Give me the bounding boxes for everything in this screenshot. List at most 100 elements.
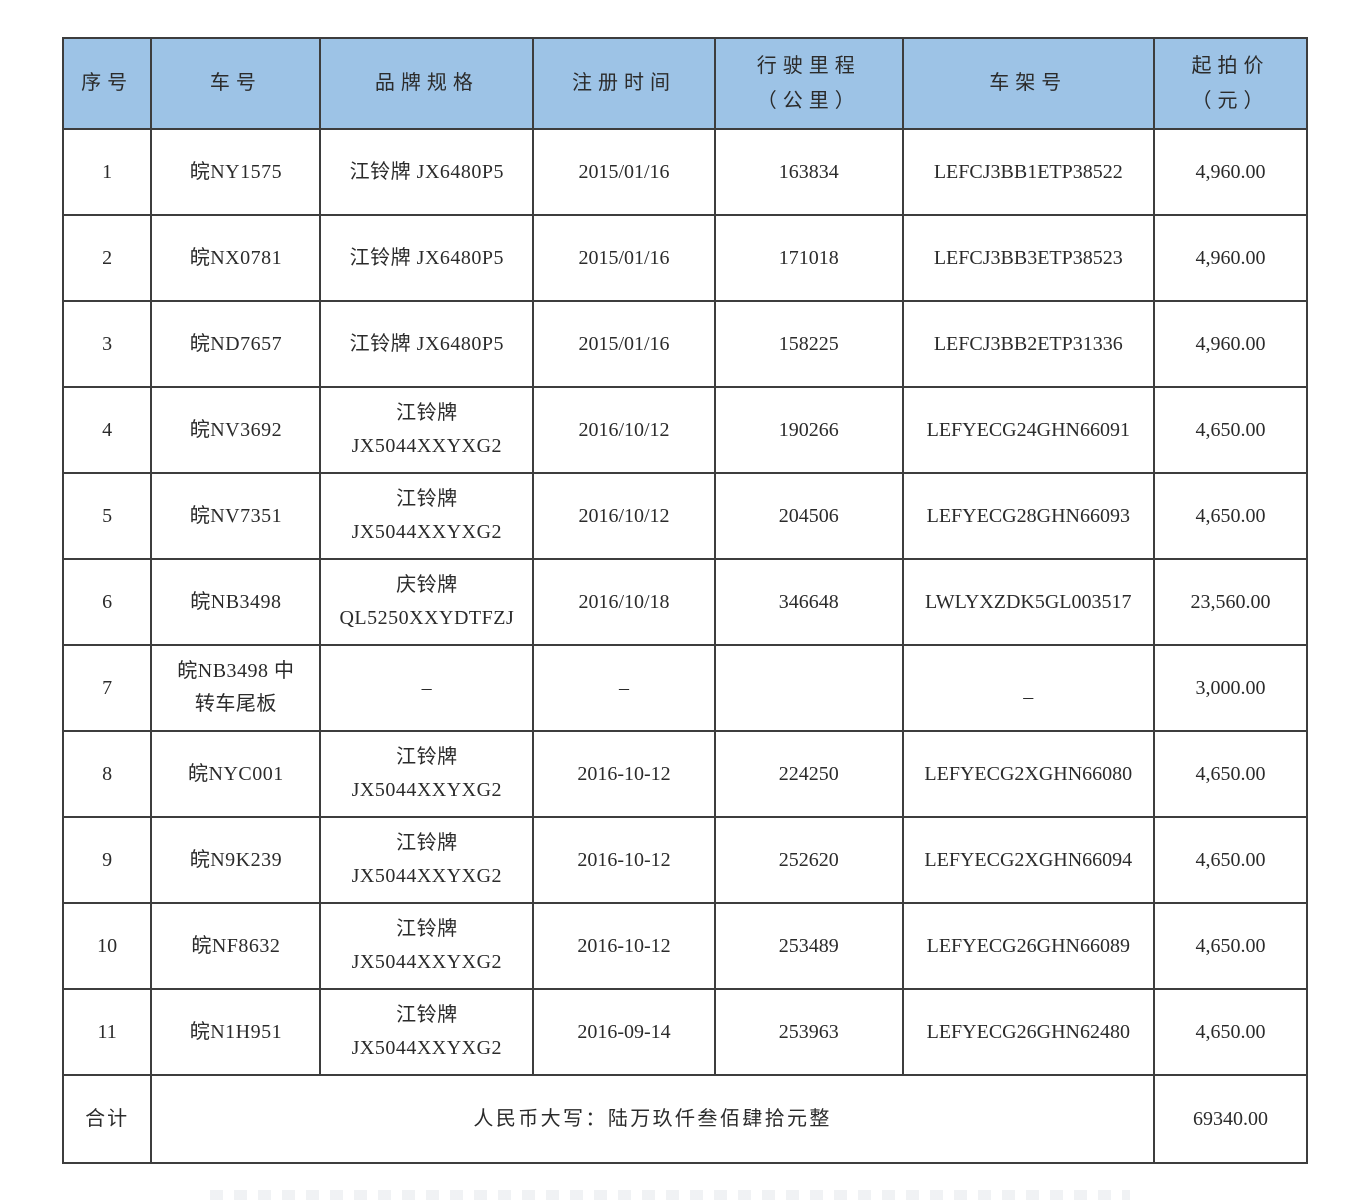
cell-plate: 皖NB3498 中转车尾板	[150, 644, 322, 732]
cell-brand: 江铃牌 JX5044XXYXG2	[319, 472, 535, 560]
cell-no: 4	[61, 386, 153, 474]
table-row: 4 皖NV3692 江铃牌 JX5044XXYXG2 2016/10/12 190266 L…	[61, 386, 1309, 474]
cell-price: 4,650.00	[1152, 386, 1309, 474]
table-header: 序号 车号 品牌规格 注册时间 行驶里程 （公里） 车架号 起拍价 （元）	[61, 37, 1309, 130]
cell-brand: 庆铃牌 QL5250XXYDTFZJ	[319, 558, 535, 646]
cell-mileage: 171018	[713, 214, 904, 302]
cell-reg: 2016/10/12	[532, 386, 716, 474]
cell-mileage: 224250	[713, 730, 904, 818]
cell-plate: 皖NX0781	[150, 214, 322, 302]
cell-mileage: 346648	[713, 558, 904, 646]
cell-plate: 皖N9K239	[150, 816, 322, 904]
cell-vin: LEFCJ3BB2ETP31336	[901, 300, 1155, 388]
cell-no: 3	[61, 300, 153, 388]
cell-reg: –	[532, 644, 716, 732]
total-row: 合计 人民币大写：陆万玖仟叁佰肆拾元整 69340.00	[61, 1074, 1309, 1164]
cell-brand: –	[319, 644, 535, 732]
cell-brand: 江铃牌 JX5044XXYXG2	[319, 988, 535, 1076]
table-row: 7 皖NB3498 中转车尾板 – – –3,000.00	[61, 644, 1309, 732]
cell-mileage: 190266	[713, 386, 904, 474]
cell-plate: 皖NY1575	[150, 128, 322, 216]
cell-vin: LWLYXZDK5GL003517	[901, 558, 1155, 646]
cell-price: 4,650.00	[1152, 472, 1309, 560]
cell-vin: –	[901, 644, 1155, 732]
cell-price: 4,650.00	[1152, 988, 1309, 1076]
cell-plate: 皖ND7657	[150, 300, 322, 388]
table-row: 3 皖ND7657 江铃牌 JX6480P5 2015/01/16 158225 LEFC…	[61, 300, 1309, 388]
cell-reg: 2016-10-12	[532, 902, 716, 990]
vehicle-auction-table: 序号 车号 品牌规格 注册时间 行驶里程 （公里） 车架号 起拍价 （元） 1 皖NY1575 江铃…	[61, 37, 1309, 1164]
cell-mileage	[713, 644, 904, 732]
cell-no: 9	[61, 816, 153, 904]
cell-price: 4,960.00	[1152, 128, 1309, 216]
cell-plate: 皖N1H951	[150, 988, 322, 1076]
cell-price: 3,000.00	[1152, 644, 1309, 732]
cell-no: 5	[61, 472, 153, 560]
table-row: 2 皖NX0781 江铃牌 JX6480P5 2015/01/16 171018 LEFC…	[61, 214, 1309, 302]
cell-no: 6	[61, 558, 153, 646]
table-row: 10 皖NF8632 江铃牌 JX5044XXYXG2 2016-10-12 253489…	[61, 902, 1309, 990]
total-amount-in-words: 人民币大写：陆万玖仟叁佰肆拾元整	[150, 1074, 1155, 1164]
cell-reg: 2016-09-14	[532, 988, 716, 1076]
table-row: 6 皖NB3498 庆铃牌 QL5250XXYDTFZJ 2016/10/18 34664…	[61, 558, 1309, 646]
cell-mileage: 253489	[713, 902, 904, 990]
cell-vin: LEFYECG24GHN66091	[901, 386, 1155, 474]
cell-plate: 皖NV7351	[150, 472, 322, 560]
cell-no: 1	[61, 128, 153, 216]
column-header-no: 序号	[61, 37, 153, 130]
cell-plate: 皖NB3498	[150, 558, 322, 646]
cell-brand: 江铃牌 JX5044XXYXG2	[319, 902, 535, 990]
cell-no: 8	[61, 730, 153, 818]
cell-brand: 江铃牌 JX5044XXYXG2	[319, 730, 535, 818]
cell-price: 23,560.00	[1152, 558, 1309, 646]
cell-vin: LEFCJ3BB1ETP38522	[901, 128, 1155, 216]
cell-mileage: 253963	[713, 988, 904, 1076]
cell-reg: 2015/01/16	[532, 300, 716, 388]
cell-brand: 江铃牌 JX6480P5	[319, 300, 535, 388]
total-label: 合计	[61, 1074, 153, 1164]
table-row: 9 皖N9K239 江铃牌 JX5044XXYXG2 2016-10-12 252620 L…	[61, 816, 1309, 904]
cell-vin: LEFYECG26GHN66089	[901, 902, 1155, 990]
table-row: 8 皖NYC001 江铃牌 JX5044XXYXG2 2016-10-12 224250 L…	[61, 730, 1309, 818]
cell-price: 4,960.00	[1152, 214, 1309, 302]
column-header-mileage: 行驶里程 （公里）	[713, 37, 904, 130]
cell-vin: LEFYECG28GHN66093	[901, 472, 1155, 560]
cell-no: 2	[61, 214, 153, 302]
column-header-vin: 车架号	[901, 37, 1155, 130]
cell-reg: 2016/10/12	[532, 472, 716, 560]
cell-vin: LEFCJ3BB3ETP38523	[901, 214, 1155, 302]
column-header-brand: 品牌规格	[319, 37, 535, 130]
cell-price: 4,960.00	[1152, 300, 1309, 388]
cell-reg: 2016/10/18	[532, 558, 716, 646]
cell-price: 4,650.00	[1152, 816, 1309, 904]
total-amount: 69340.00	[1152, 1074, 1309, 1164]
cell-vin: LEFYECG2XGHN66094	[901, 816, 1155, 904]
table-row: 1 皖NY1575 江铃牌 JX6480P5 2015/01/16 163834 LEFC…	[61, 128, 1309, 216]
column-header-plate: 车号	[150, 37, 322, 130]
header-row: 序号 车号 品牌规格 注册时间 行驶里程 （公里） 车架号 起拍价 （元）	[61, 37, 1309, 130]
table-row: 5 皖NV7351 江铃牌 JX5044XXYXG2 2016/10/12 204506 L…	[61, 472, 1309, 560]
cell-mileage: 163834	[713, 128, 904, 216]
column-header-reg: 注册时间	[532, 37, 716, 130]
cell-brand: 江铃牌 JX6480P5	[319, 214, 535, 302]
cell-reg: 2016-10-12	[532, 730, 716, 818]
cell-no: 7	[61, 644, 153, 732]
cell-brand: 江铃牌 JX5044XXYXG2	[319, 816, 535, 904]
cell-plate: 皖NV3692	[150, 386, 322, 474]
cell-no: 10	[61, 902, 153, 990]
cell-price: 4,650.00	[1152, 902, 1309, 990]
cell-reg: 2015/01/16	[532, 128, 716, 216]
cell-price: 4,650.00	[1152, 730, 1309, 818]
cell-vin: LEFYECG26GHN62480	[901, 988, 1155, 1076]
cell-plate: 皖NF8632	[150, 902, 322, 990]
table-row: 11 皖N1H951 江铃牌 JX5044XXYXG2 2016-09-14 253963…	[61, 988, 1309, 1076]
cell-mileage: 158225	[713, 300, 904, 388]
cell-reg: 2015/01/16	[532, 214, 716, 302]
cell-reg: 2016-10-12	[532, 816, 716, 904]
cell-plate: 皖NYC001	[150, 730, 322, 818]
cut-off-text-line	[210, 1190, 1130, 1200]
cell-brand: 江铃牌 JX6480P5	[319, 128, 535, 216]
cell-mileage: 204506	[713, 472, 904, 560]
cell-vin: LEFYECG2XGHN66080	[901, 730, 1155, 818]
